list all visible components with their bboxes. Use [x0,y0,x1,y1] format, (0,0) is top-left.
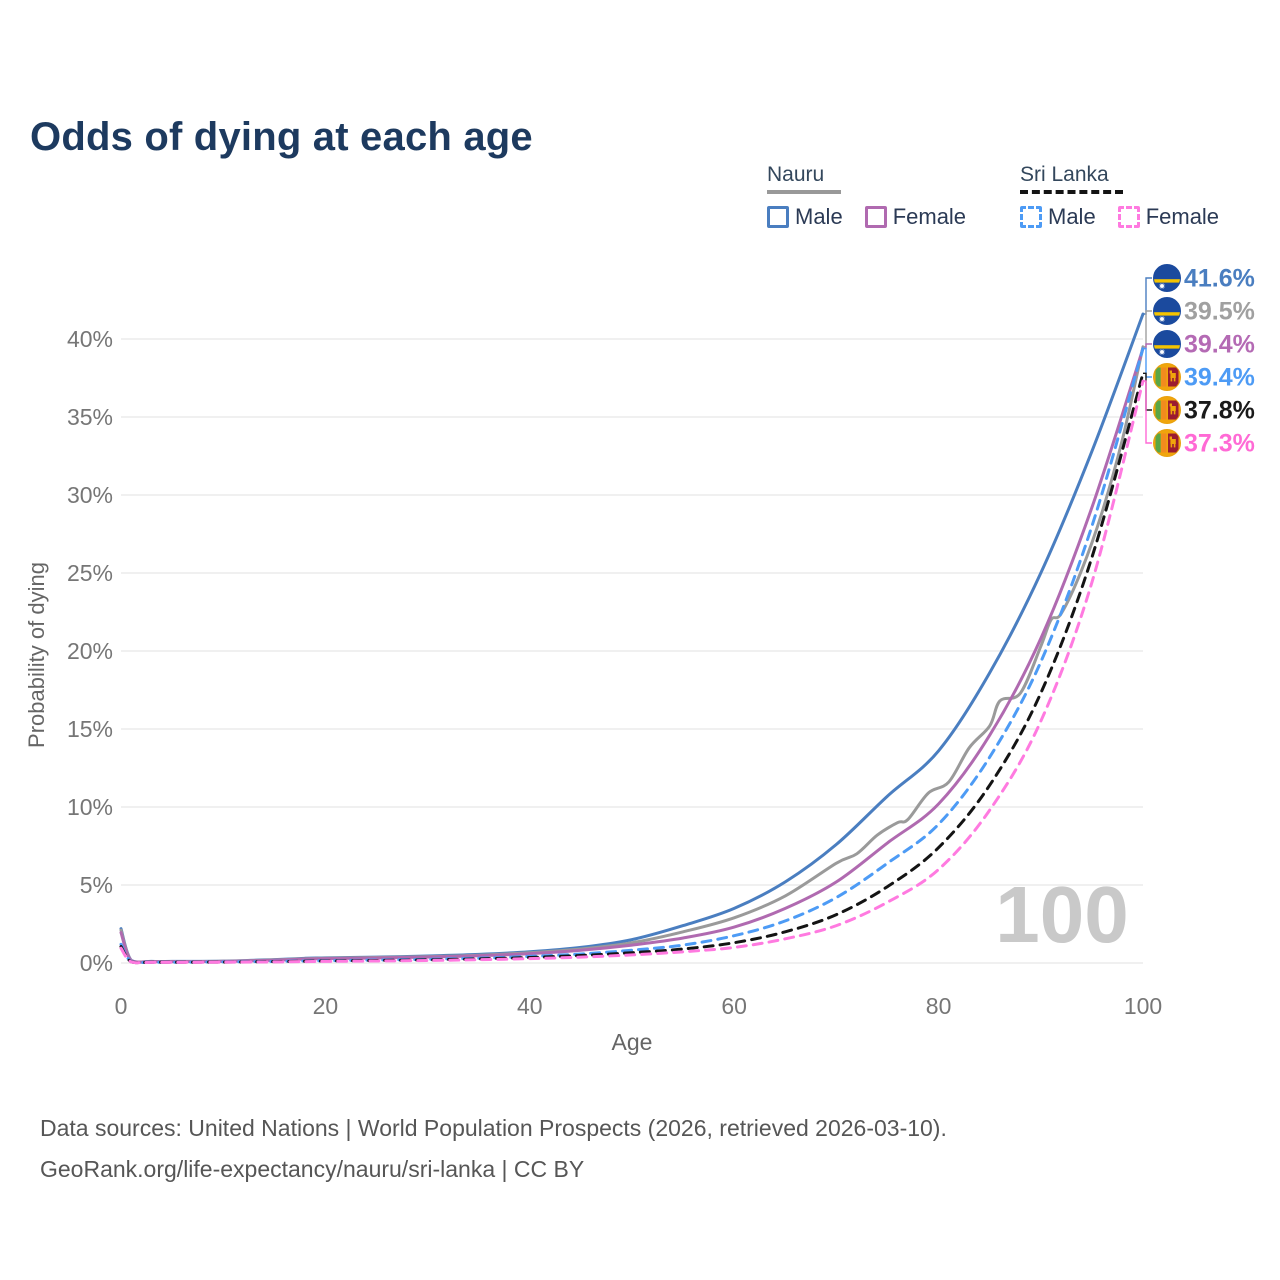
y-tick-label: 25% [67,560,113,586]
y-tick-label: 0% [80,950,113,976]
legend-label: Male [1048,204,1096,229]
series-line-sri-lanka-male [119,346,1145,965]
label-connector [1143,372,1152,411]
label-connector [1143,277,1152,315]
y-tick-label: 5% [80,872,113,898]
nauru-flag-icon [1153,297,1181,325]
mortality-line-chart[interactable]: 0% 5% 10% 15% 20% 25% 30% 35% 40% 0 20 40 60 80 100 Age… [0,255,1280,1060]
end-value-labels: 41.6% 39.5% 39.4% 39.4% 37.8% 37.3% [1143,264,1255,458]
label-connector [1143,347,1152,378]
gridlines: 0% 5% 10% 15% 20% 25% 30% 35% 40% [67,326,1143,976]
y-tick-label: 30% [67,482,113,508]
nauru-flag-icon [1153,330,1181,358]
series-line-nauru-female [119,346,1145,964]
y-tick-label: 15% [67,716,113,742]
series-line-nauru-male [119,312,1145,964]
age-watermark: 100 [995,870,1128,959]
page-title: Odds of dying at each age [30,114,533,159]
x-tick-label: 0 [115,993,128,1019]
nauru-male-swatch-icon [767,206,789,228]
series-line-nauru [119,345,1145,964]
label-connector [1143,310,1152,348]
end-value-nauru: 39.5% [1184,298,1255,326]
legend-group-title: Sri Lanka [1020,163,1109,186]
legend-label: Male [795,204,843,229]
legend-item-nauru-female[interactable]: Female [864,204,967,230]
end-value-sri-lanka-female: 37.3% [1184,430,1255,458]
y-tick-label: 20% [67,638,113,664]
x-tick-label: 20 [313,993,339,1019]
end-value-sri-lanka-male: 39.4% [1184,364,1255,392]
sri-lanka-male-swatch-icon [1020,206,1042,228]
sri-lanka-flag-icon [1153,363,1181,391]
series-line-sri-lanka-female [119,379,1145,965]
legend-group-title: Nauru [767,163,825,186]
legend-item-sri-lanka-male[interactable]: Male [1020,204,1096,230]
x-tick-label: 60 [721,993,747,1019]
sri-lanka-flag-icon [1153,396,1181,424]
legend-item-nauru-male[interactable]: Male [767,204,843,230]
x-tick-label: 100 [1124,993,1162,1019]
series-line-sri-lanka [119,371,1145,965]
legend-group-sri-lanka: Sri Lanka Male Female [1020,163,1219,230]
sri-lanka-dashed-line-sample [1020,190,1123,194]
sri-lanka-flag-icon [1153,429,1181,457]
end-value-nauru-male: 41.6% [1184,265,1255,293]
x-tick-label: 40 [517,993,543,1019]
legend-label: Female [892,204,967,229]
sri-lanka-female-swatch-icon [1117,206,1140,228]
nauru-female-swatch-icon [864,206,887,228]
y-tick-label: 35% [67,404,113,430]
y-tick-label: 10% [67,794,113,820]
nauru-solid-line-sample [767,190,841,194]
attribution-line: GeoRank.org/life-expectancy/nauru/sri-la… [40,1156,585,1183]
nauru-flag-icon [1153,264,1181,292]
y-tick-label: 40% [67,326,113,352]
footer: Data sources: United Nations | World Pop… [40,1108,947,1191]
legend-item-sri-lanka-female[interactable]: Female [1117,204,1220,230]
legend-group-nauru: Nauru Male Female [767,163,966,230]
data-source-line: Data sources: United Nations | World Pop… [40,1115,947,1141]
end-value-sri-lanka: 37.8% [1184,397,1255,425]
x-axis-title: Age [612,1029,653,1055]
legend-label: Female [1145,204,1220,229]
series-lines [119,312,1145,965]
x-tick-label: 80 [926,993,952,1019]
label-connector [1143,380,1152,444]
end-value-nauru-female: 39.4% [1184,331,1255,359]
y-axis-title: Probability of dying [24,562,49,748]
